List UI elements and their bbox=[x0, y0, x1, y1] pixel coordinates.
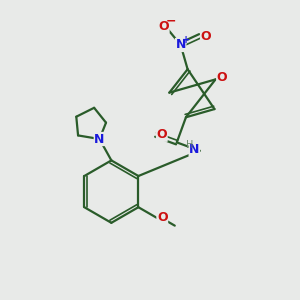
Text: N: N bbox=[176, 38, 186, 52]
Text: −: − bbox=[166, 15, 176, 28]
Text: N: N bbox=[189, 143, 200, 156]
Text: O: O bbox=[157, 211, 168, 224]
Text: O: O bbox=[158, 20, 169, 33]
Text: O: O bbox=[157, 128, 167, 141]
Text: N: N bbox=[94, 133, 105, 146]
Text: O: O bbox=[217, 71, 227, 84]
Text: H: H bbox=[186, 140, 193, 150]
Text: O: O bbox=[201, 29, 211, 43]
Text: +: + bbox=[182, 34, 190, 45]
